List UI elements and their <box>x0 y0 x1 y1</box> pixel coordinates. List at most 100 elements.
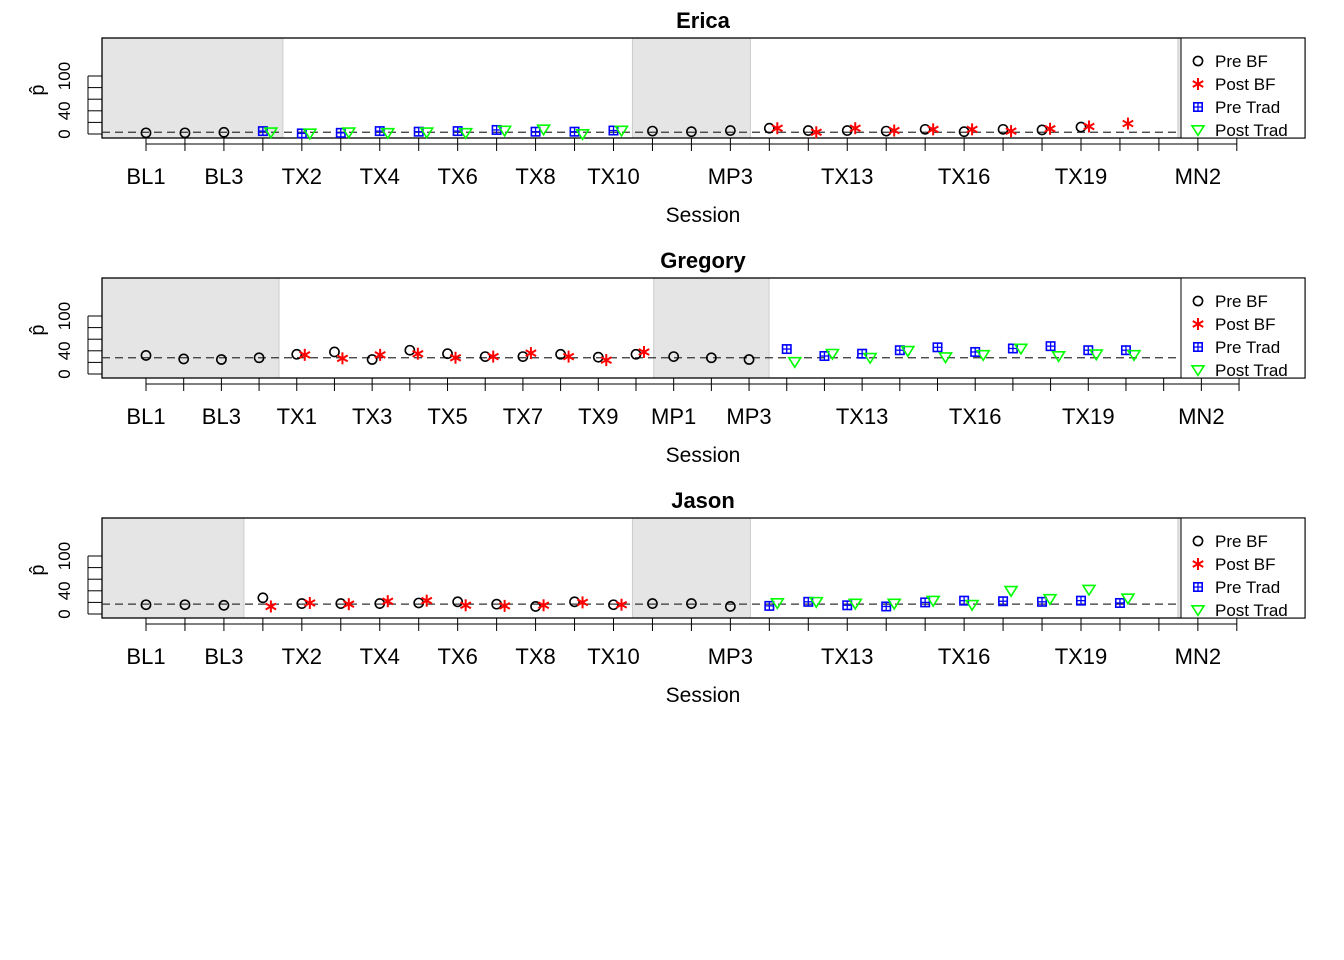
series-post-trad <box>787 343 1142 369</box>
data-point <box>1120 593 1136 606</box>
data-point <box>769 597 785 610</box>
data-point <box>459 599 472 612</box>
data-point <box>525 347 537 360</box>
x-tick-label: TX6 <box>437 644 477 669</box>
legend-label: Pre Trad <box>1215 578 1280 597</box>
legend-label: Post BF <box>1215 75 1275 94</box>
data-point <box>179 599 191 611</box>
x-tick-label: TX13 <box>836 404 889 429</box>
x-axis-label: Session <box>666 684 741 707</box>
data-point <box>888 124 900 137</box>
y-tick-label: 0 <box>55 129 74 138</box>
series-post-trad <box>263 124 629 141</box>
x-tick-label: TX9 <box>578 404 618 429</box>
legend-label: Pre Trad <box>1215 338 1280 357</box>
x-tick-label: MN2 <box>1175 644 1221 669</box>
legend-box <box>1180 517 1306 619</box>
data-point <box>1114 597 1125 608</box>
legend-key <box>1190 364 1206 377</box>
x-tick-label: MP3 <box>708 644 753 669</box>
data-point <box>686 126 697 138</box>
x-tick-label: TX16 <box>938 644 991 669</box>
data-point <box>686 598 697 609</box>
legend-key <box>1193 341 1204 352</box>
data-point <box>1044 122 1056 135</box>
legend-label: Post Trad <box>1215 601 1288 620</box>
x-tick-label: MP3 <box>708 164 753 189</box>
data-point <box>291 348 303 360</box>
legend-key <box>1192 535 1204 547</box>
y-axis-label: p̂ <box>27 84 49 95</box>
data-point <box>975 349 991 362</box>
data-point <box>1088 349 1104 362</box>
x-tick-label: TX16 <box>938 164 991 189</box>
data-point <box>881 601 892 612</box>
series-pre-trad <box>257 124 619 139</box>
x-tick-label: TX16 <box>949 404 1002 429</box>
legend-key <box>1193 581 1204 592</box>
panel-title: Gregory <box>660 248 746 273</box>
data-point <box>302 128 318 141</box>
data-point <box>724 125 736 136</box>
data-point <box>724 601 736 612</box>
x-tick-label: TX19 <box>1055 644 1108 669</box>
data-point <box>1042 593 1058 606</box>
data-point <box>497 125 513 138</box>
chart-panel-jason: Jason 0 40 100 p̂ BL1 BL3 TX2 TX4 TX6 TX8 TX10 MP3 TX… <box>27 488 1306 707</box>
data-point <box>452 596 464 608</box>
data-point <box>178 353 190 365</box>
data-point <box>140 599 152 611</box>
data-point <box>925 595 941 608</box>
legend-label: Pre BF <box>1215 532 1268 551</box>
data-point <box>374 348 386 361</box>
data-point <box>335 598 347 609</box>
data-point <box>919 123 931 135</box>
data-point <box>329 346 340 358</box>
chart-panel-erica: Erica 0 40 100 p̂ BL1 BL3 TX2 TX4 TX6 TX8 TX10 MP3 TX… <box>27 8 1306 227</box>
legend-label: Post BF <box>1215 555 1275 574</box>
series-pre-trad <box>764 595 1125 612</box>
panel-title: Erica <box>676 8 731 33</box>
data-point <box>1081 584 1097 597</box>
x-tick-label: BL1 <box>126 404 165 429</box>
y-tick-label: 40 <box>55 101 74 120</box>
y-tick-label: 40 <box>55 341 74 360</box>
x-tick-label: MN2 <box>1178 404 1224 429</box>
data-point <box>1075 121 1087 133</box>
data-point <box>615 598 628 611</box>
data-point <box>1037 596 1048 607</box>
data-point <box>1051 351 1067 363</box>
legend-box <box>1180 37 1306 139</box>
y-tick-label: 100 <box>55 302 74 330</box>
x-tick-label: BL1 <box>126 644 165 669</box>
x-tick-label: TX6 <box>437 164 477 189</box>
data-point <box>608 599 619 611</box>
y-tick-label: 100 <box>55 542 74 570</box>
legend-key <box>1190 125 1206 137</box>
data-point <box>787 356 803 369</box>
data-point <box>412 347 424 360</box>
data-point <box>920 597 931 608</box>
data-point <box>808 596 824 609</box>
data-point <box>265 600 277 613</box>
data-point <box>449 351 462 364</box>
y-tick-label: 100 <box>55 62 74 90</box>
data-point <box>668 351 680 362</box>
data-point <box>343 598 355 611</box>
data-point <box>366 354 378 365</box>
data-point <box>498 599 511 612</box>
series-post-bf <box>265 594 628 613</box>
legend-key <box>1193 102 1204 113</box>
data-point <box>479 351 491 362</box>
x-axis-label: Session <box>666 444 741 467</box>
data-point <box>705 352 717 364</box>
x-tick-label: BL3 <box>202 404 241 429</box>
data-point <box>575 129 590 141</box>
data-point <box>537 599 550 612</box>
chart-panel-gregory: Gregory 0 40 100 p̂ BL1 BL3 TX1 TX3 TX5 TX7 TX9 MP1 M… <box>27 248 1306 467</box>
data-point <box>847 598 863 611</box>
data-point <box>420 594 433 607</box>
x-tick-label: TX4 <box>360 164 400 189</box>
x-tick-label: MP3 <box>726 404 771 429</box>
